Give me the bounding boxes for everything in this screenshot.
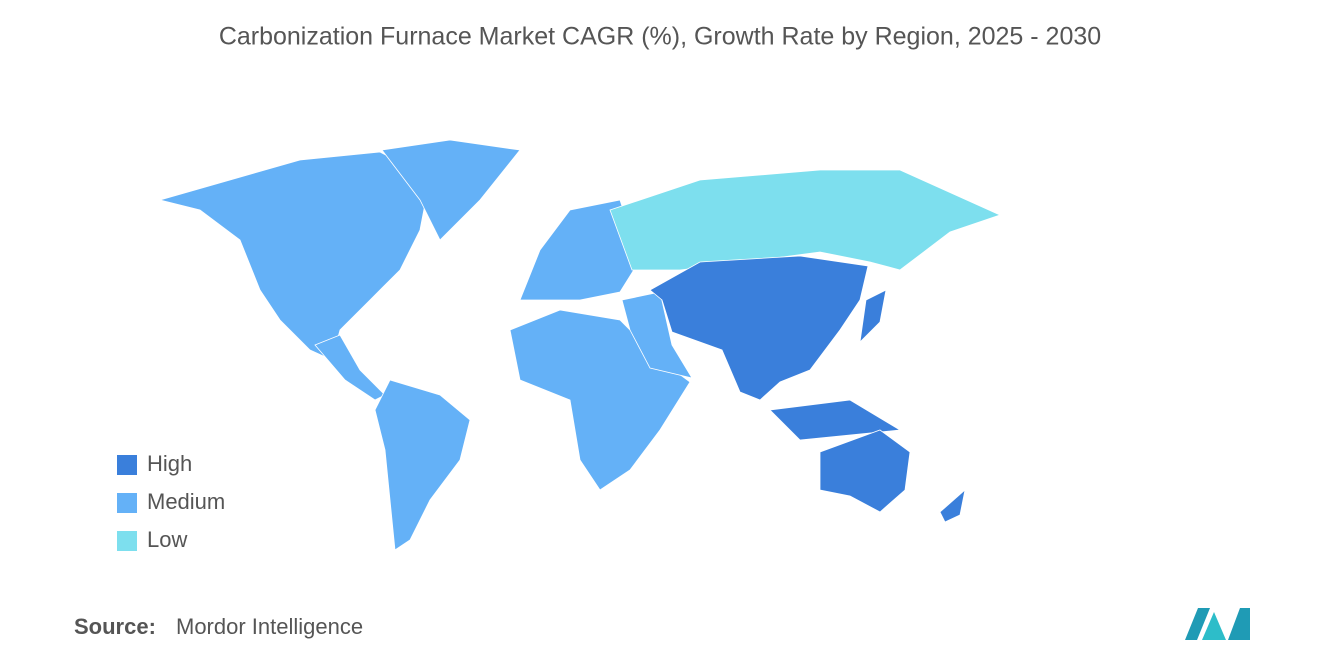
legend-swatch (117, 493, 137, 513)
south-america (374, 379, 471, 551)
north-america (158, 151, 431, 361)
japan (859, 289, 887, 344)
title: Carbonization Furnace Market CAGR (%), G… (219, 23, 1101, 51)
legend: High Medium Low (117, 451, 225, 552)
legend-swatch (117, 531, 137, 551)
logo (1185, 608, 1250, 640)
southeast-asia-islands (769, 399, 902, 441)
source-label: Source: (74, 614, 156, 639)
asia (649, 255, 869, 401)
new-zealand (939, 488, 966, 523)
source-text: Mordor Intelligence (176, 614, 363, 639)
australia (819, 429, 911, 513)
world-map (158, 139, 1002, 551)
central-america (314, 334, 386, 401)
russia (609, 169, 1002, 271)
greenland (381, 139, 521, 241)
legend-swatch (117, 455, 137, 475)
legend-label: Medium (147, 489, 225, 514)
legend-label: High (147, 451, 192, 476)
legend-label: Low (147, 527, 187, 552)
